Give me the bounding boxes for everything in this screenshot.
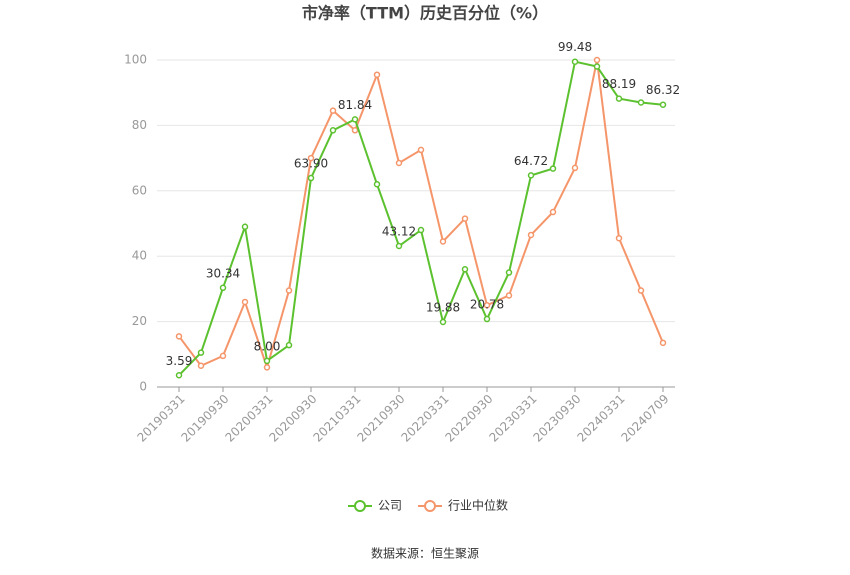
source-note: 数据来源：恒生聚源: [371, 546, 479, 561]
y-tick-label: 100: [124, 53, 147, 67]
point: [461, 215, 469, 222]
point: [571, 58, 579, 65]
point: [527, 172, 535, 179]
point: [593, 63, 601, 70]
point: [439, 238, 447, 245]
y-tick-label: 60: [132, 183, 147, 197]
y-tick-label: 0: [139, 380, 147, 394]
point: [417, 226, 425, 234]
legend-marker: [354, 500, 366, 512]
y-tick-label: 40: [132, 249, 147, 263]
value-label: 63.90: [294, 157, 328, 171]
point: [483, 302, 491, 309]
point: [329, 107, 337, 114]
point: [219, 284, 227, 292]
point: [285, 341, 293, 349]
point: [659, 339, 667, 347]
point: [197, 349, 205, 356]
point: [461, 266, 469, 273]
point: [571, 164, 579, 172]
point: [395, 242, 403, 250]
point: [219, 352, 227, 360]
point: [527, 231, 535, 239]
y-tick-label: 20: [132, 314, 147, 328]
point: [329, 127, 337, 134]
point: [505, 269, 513, 276]
value-label: 81.84: [338, 98, 372, 112]
value-label: 64.72: [514, 154, 548, 168]
value-label: 86.32: [646, 83, 680, 97]
point: [615, 95, 623, 102]
point: [549, 165, 557, 172]
point: [373, 181, 381, 188]
point: [351, 127, 359, 134]
point: [175, 372, 183, 379]
point: [549, 208, 557, 216]
value-label: 99.48: [558, 40, 592, 54]
value-label: 88.19: [602, 77, 636, 91]
point: [263, 357, 271, 365]
point: [483, 315, 491, 323]
point: [659, 101, 667, 108]
point: [307, 154, 315, 162]
point: [351, 116, 359, 123]
point: [417, 146, 425, 154]
point: [175, 333, 183, 340]
point: [505, 292, 513, 299]
point: [637, 287, 645, 294]
value-label: 43.12: [382, 224, 416, 238]
x-tick-label: 20240709: [619, 392, 672, 445]
legend-label: 公司: [378, 499, 402, 513]
point: [637, 99, 645, 106]
point: [593, 56, 601, 64]
chart-title: 市净率（TTM）历史百分位（%）: [302, 4, 548, 23]
point: [197, 362, 205, 369]
value-label: 8.00: [254, 339, 281, 353]
value-label: 19.88: [426, 300, 460, 314]
series-line: [178, 60, 664, 376]
point: [373, 71, 381, 78]
legend-label: 行业中位数: [448, 498, 508, 513]
legend-marker: [424, 500, 437, 512]
value-label: 20.78: [470, 298, 504, 312]
point: [241, 223, 249, 231]
value-label: 3.59: [166, 354, 193, 368]
point: [439, 318, 447, 326]
point: [285, 287, 293, 294]
point: [241, 298, 249, 306]
point: [615, 234, 623, 242]
y-tick-label: 80: [132, 118, 147, 132]
point: [307, 174, 315, 182]
point: [263, 364, 271, 371]
point: [395, 159, 403, 167]
value-label: 30.34: [206, 266, 240, 280]
